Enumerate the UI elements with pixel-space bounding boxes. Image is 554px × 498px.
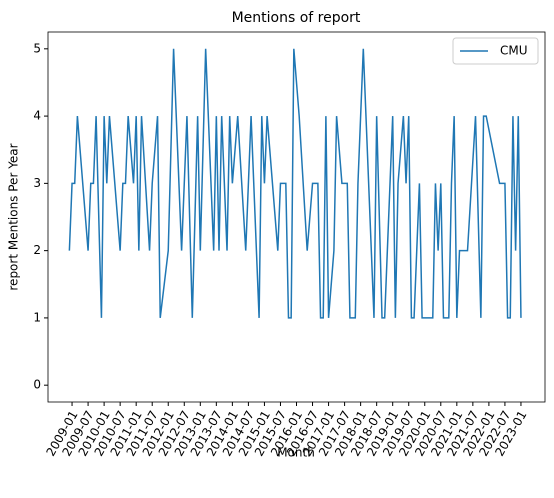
data-line — [68, 48, 522, 319]
y-tick-label: 4 — [33, 109, 41, 123]
legend: CMU — [452, 37, 539, 65]
y-tick-label: 3 — [33, 176, 41, 190]
y-tick-label: 5 — [33, 41, 41, 55]
legend-box — [452, 37, 539, 65]
y-tick-label: 0 — [33, 378, 41, 392]
x-axis-label: Month — [277, 446, 315, 460]
y-axis-label: report Mentions Per Year — [7, 143, 21, 290]
chart-title: Mentions of report — [232, 10, 361, 26]
y-tick-label: 1 — [33, 310, 41, 324]
legend-label: CMU — [500, 44, 528, 58]
y-tick-label: 2 — [33, 243, 41, 257]
